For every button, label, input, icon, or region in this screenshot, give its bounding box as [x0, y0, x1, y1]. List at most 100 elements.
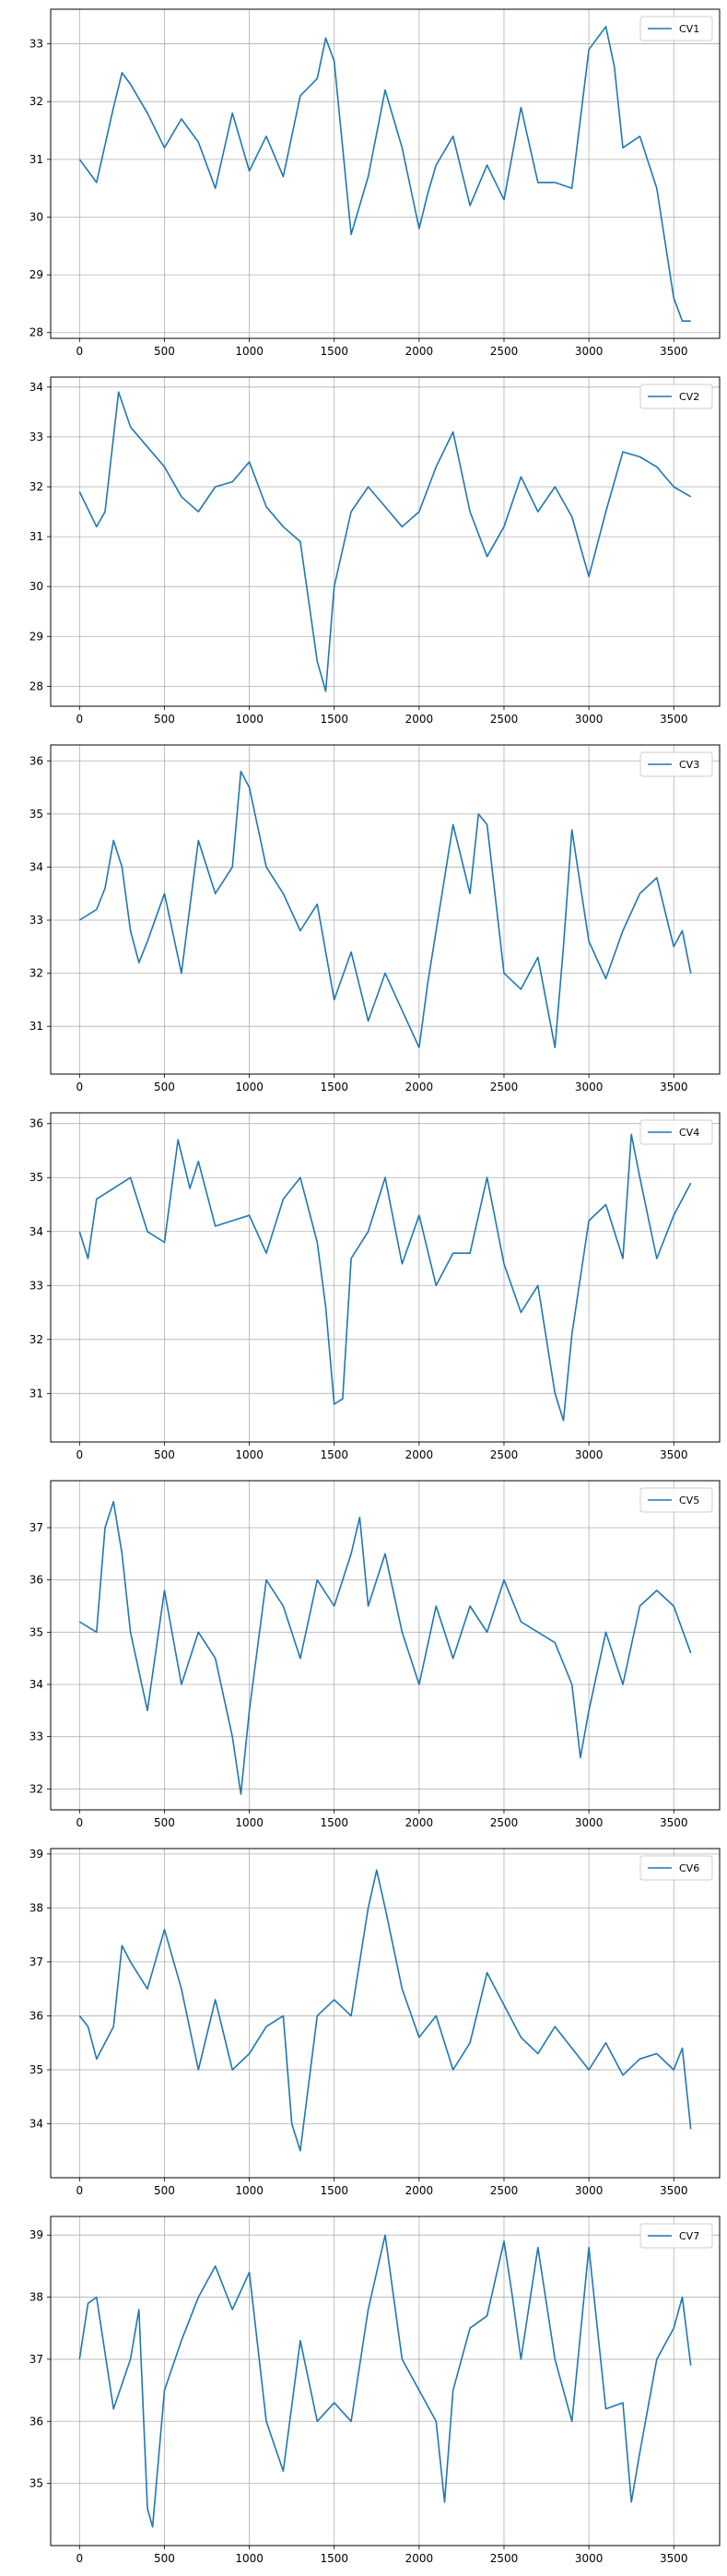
x-tick-label: 1500	[320, 1081, 348, 1093]
y-tick-label: 30	[29, 580, 43, 593]
y-tick-label: 35	[29, 2063, 43, 2076]
y-tick-label: 30	[29, 210, 43, 223]
x-tick-label: 0	[76, 713, 84, 726]
x-tick-label: 1000	[235, 2552, 264, 2565]
y-tick-label: 38	[29, 1901, 43, 1914]
x-tick-label: 2000	[405, 1081, 434, 1093]
y-tick-label: 29	[29, 268, 43, 281]
x-tick-label: 0	[76, 1081, 84, 1093]
x-tick-label: 3500	[660, 2552, 688, 2565]
y-tick-label: 36	[29, 2009, 43, 2022]
x-tick-label: 3000	[575, 1816, 604, 1829]
legend-label: CV6	[679, 1862, 699, 1874]
legend: CV6	[639, 1855, 713, 1881]
legend-label: CV3	[679, 759, 699, 771]
x-tick-label: 1000	[235, 1816, 264, 1829]
x-tick-label: 3000	[575, 2184, 604, 2197]
x-tick-label: 500	[154, 1081, 175, 1093]
legend: CV4	[639, 1119, 713, 1145]
chart-panel-3: 0 500 1000 1500 2000 2500 3000 3500 31 32 33 34 35 36…	[29, 744, 721, 1093]
x-tick-label: 1000	[235, 1448, 264, 1461]
x-tick-label: 2000	[405, 1816, 434, 1829]
axes-frame	[50, 1112, 721, 1443]
y-tick-label: 38	[29, 2291, 43, 2304]
y-tick-label: 39	[29, 1848, 43, 1861]
y-tick-label: 35	[29, 1625, 43, 1638]
y-tick-label: 29	[29, 630, 43, 643]
x-tick-label: 2500	[490, 1816, 519, 1829]
series-line-cv1	[78, 25, 691, 323]
chart-panel-5: 0 500 1000 1500 2000 2500 3000 3500 32 33 34 35 36 37…	[29, 1480, 721, 1829]
x-tick-label: 3000	[575, 713, 604, 726]
x-tick-label: 2500	[490, 1448, 519, 1461]
chart-panel-2: 0 500 1000 1500 2000 2500 3000 3500 28 29 30 31 32 33…	[29, 376, 721, 726]
axes-frame	[50, 1848, 721, 2179]
y-tick-label: 34	[29, 2117, 43, 2130]
legend-label: CV7	[679, 2230, 699, 2242]
x-tick-label: 1000	[235, 713, 264, 726]
chart-panel-1: 0 500 1000 1500 2000 2500 3000 3500 28 29 30 31 32 33…	[29, 8, 721, 358]
x-tick-label: 1500	[320, 345, 348, 358]
series-line-cv2	[78, 391, 692, 692]
series-line-cv5	[78, 1500, 692, 1795]
y-tick-label: 33	[29, 431, 43, 443]
y-tick-label: 31	[29, 1387, 43, 1400]
y-tick-label: 32	[29, 1333, 43, 1346]
legend: CV2	[639, 384, 713, 409]
legend-box	[639, 751, 713, 777]
x-tick-label: 2500	[490, 1081, 519, 1093]
y-tick-label: 34	[29, 1225, 43, 1238]
chart-panel-6: 0 500 1000 1500 2000 2500 3000 3500 34 35 36 37 38 39…	[29, 1848, 721, 2197]
y-tick-label: 31	[29, 153, 43, 166]
x-tick-label: 500	[154, 713, 175, 726]
axes-frame	[50, 744, 721, 1075]
x-tick-label: 3500	[660, 1448, 688, 1461]
legend: CV5	[639, 1487, 713, 1513]
y-tick-label: 32	[29, 480, 43, 493]
legend: CV1	[639, 16, 713, 41]
axes-frame	[50, 2216, 721, 2546]
y-tick-label: 35	[29, 808, 43, 821]
legend-box	[639, 2223, 713, 2249]
y-tick-label: 37	[29, 1521, 43, 1534]
x-tick-label: 1500	[320, 1816, 348, 1829]
x-tick-label: 3000	[575, 1448, 604, 1461]
x-tick-label: 3000	[575, 345, 604, 358]
y-tick-label: 28	[29, 679, 43, 692]
x-tick-label: 1500	[320, 1448, 348, 1461]
legend-box	[639, 384, 713, 409]
x-tick-label: 3500	[660, 1081, 688, 1093]
y-tick-label: 31	[29, 1020, 43, 1033]
legend-label: CV1	[679, 23, 699, 35]
axes-frame	[50, 376, 721, 707]
chart-panel-4: 0 500 1000 1500 2000 2500 3000 3500 31 32 33 34 35 36…	[29, 1112, 721, 1461]
x-tick-label: 2500	[490, 713, 519, 726]
x-tick-label: 1000	[235, 2184, 264, 2197]
y-tick-label: 32	[29, 95, 43, 108]
axes-frame	[50, 1480, 721, 1811]
y-tick-label: 37	[29, 2353, 43, 2366]
x-tick-label: 3500	[660, 2184, 688, 2197]
y-tick-label: 34	[29, 1678, 43, 1691]
y-tick-label: 36	[29, 754, 43, 767]
x-tick-label: 3500	[660, 345, 688, 358]
y-tick-label: 33	[29, 1731, 43, 1743]
x-tick-label: 1500	[320, 713, 348, 726]
x-tick-label: 0	[76, 345, 84, 358]
y-tick-label: 34	[29, 860, 43, 873]
x-tick-label: 2500	[490, 2552, 519, 2565]
y-tick-label: 32	[29, 1782, 43, 1795]
x-tick-label: 500	[154, 1448, 175, 1461]
x-tick-label: 2000	[405, 713, 434, 726]
legend-label: CV2	[679, 391, 699, 403]
series-line-cv6	[78, 1869, 692, 2152]
series-line-cv3	[78, 770, 692, 1048]
x-tick-label: 500	[154, 2552, 175, 2565]
x-tick-label: 2000	[405, 2552, 434, 2565]
legend-label: CV5	[679, 1495, 699, 1507]
y-tick-label: 35	[29, 2477, 43, 2490]
legend-label: CV4	[679, 1127, 699, 1139]
y-tick-label: 34	[29, 381, 43, 394]
x-tick-label: 3000	[575, 2552, 604, 2565]
